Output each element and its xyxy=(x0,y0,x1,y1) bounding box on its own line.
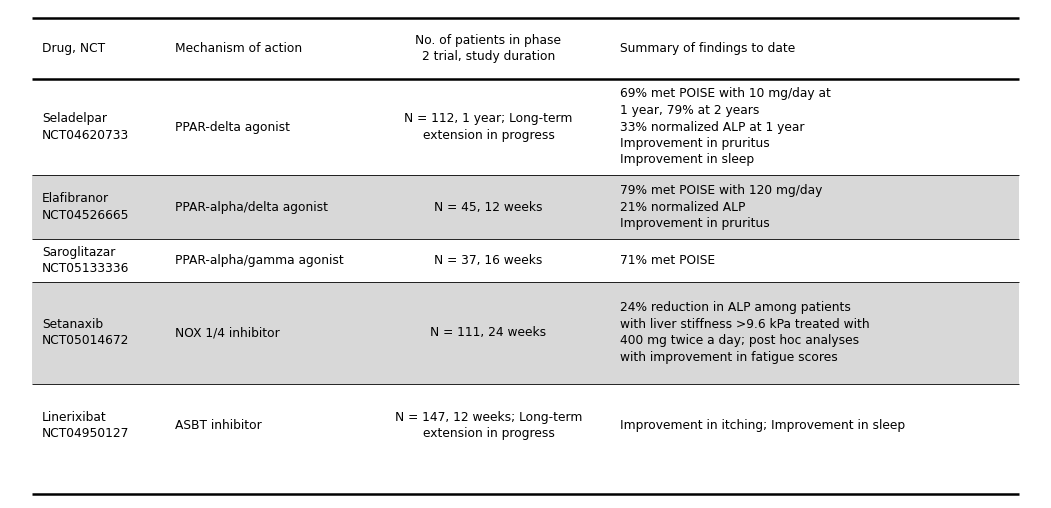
Text: 24% reduction in ALP among patients
with liver stiffness >9.6 kPa treated with
4: 24% reduction in ALP among patients with… xyxy=(620,301,869,364)
Text: N = 45, 12 weeks: N = 45, 12 weeks xyxy=(434,201,542,213)
Text: N = 147, 12 weeks; Long-term
extension in progress: N = 147, 12 weeks; Long-term extension i… xyxy=(395,410,582,440)
Text: PPAR-alpha/delta agonist: PPAR-alpha/delta agonist xyxy=(176,201,328,213)
Text: Improvement in itching; Improvement in sleep: Improvement in itching; Improvement in s… xyxy=(620,419,905,432)
Text: Mechanism of action: Mechanism of action xyxy=(176,42,303,55)
Text: Setanaxib
NCT05014672: Setanaxib NCT05014672 xyxy=(42,318,129,347)
Text: Summary of findings to date: Summary of findings to date xyxy=(620,42,796,55)
Text: 71% met POISE: 71% met POISE xyxy=(620,254,715,267)
Text: No. of patients in phase
2 trial, study duration: No. of patients in phase 2 trial, study … xyxy=(415,34,561,63)
Text: PPAR-alpha/gamma agonist: PPAR-alpha/gamma agonist xyxy=(176,254,344,267)
Text: N = 111, 24 weeks: N = 111, 24 weeks xyxy=(431,326,547,339)
Text: Drug, NCT: Drug, NCT xyxy=(42,42,105,55)
Bar xyxy=(32,175,1019,239)
Text: N = 112, 1 year; Long-term
extension in progress: N = 112, 1 year; Long-term extension in … xyxy=(405,112,573,142)
Text: N = 37, 16 weeks: N = 37, 16 weeks xyxy=(434,254,542,267)
Text: ASBT inhibitor: ASBT inhibitor xyxy=(176,419,262,432)
Text: PPAR-delta agonist: PPAR-delta agonist xyxy=(176,120,290,134)
Text: 69% met POISE with 10 mg/day at
1 year, 79% at 2 years
33% normalized ALP at 1 y: 69% met POISE with 10 mg/day at 1 year, … xyxy=(620,87,831,167)
Text: NOX 1/4 inhibitor: NOX 1/4 inhibitor xyxy=(176,326,281,339)
Text: 79% met POISE with 120 mg/day
21% normalized ALP
Improvement in pruritus: 79% met POISE with 120 mg/day 21% normal… xyxy=(620,184,822,230)
Text: Seladelpar
NCT04620733: Seladelpar NCT04620733 xyxy=(42,112,129,142)
Text: Elafibranor
NCT04526665: Elafibranor NCT04526665 xyxy=(42,192,129,222)
Text: Linerixibat
NCT04950127: Linerixibat NCT04950127 xyxy=(42,410,129,440)
Text: Saroglitazar
NCT05133336: Saroglitazar NCT05133336 xyxy=(42,245,129,275)
Bar xyxy=(32,282,1019,384)
